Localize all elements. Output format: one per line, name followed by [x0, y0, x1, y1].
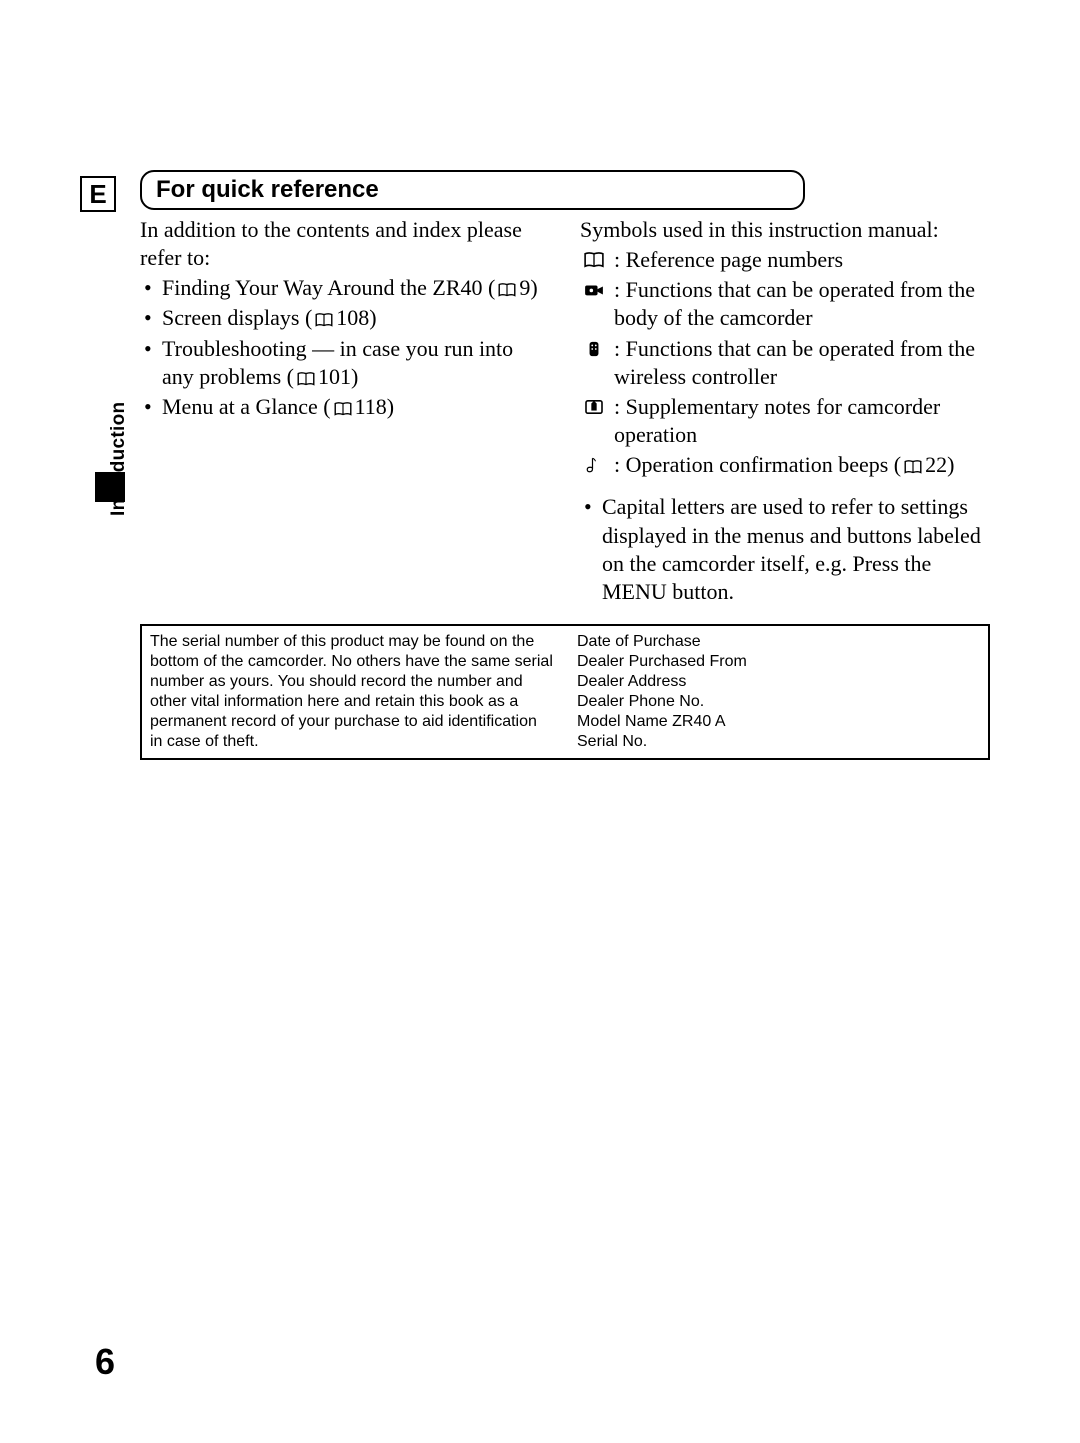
- book-icon: [314, 313, 334, 327]
- info-line: Model Name ZR40 A: [577, 712, 980, 732]
- info-line: Dealer Address: [577, 672, 980, 692]
- symbol-row: : Operation confirmation beeps (22): [580, 451, 990, 479]
- list-item: Troubleshooting — in case you run into a…: [162, 335, 550, 391]
- section-heading: For quick reference: [140, 170, 805, 210]
- info-line: Serial No.: [577, 732, 980, 752]
- section-side-label: Introduction: [108, 402, 130, 516]
- info-line: Date of Purchase: [577, 632, 980, 652]
- serial-info-text: The serial number of this product may be…: [142, 626, 565, 758]
- page-number: 6: [95, 1341, 115, 1383]
- purchase-record-fields: Date of Purchase Dealer Purchased From D…: [565, 626, 988, 758]
- list-item: Menu at a Glance (118): [162, 393, 550, 421]
- list-item: Finding Your Way Around the ZR40 (9): [162, 274, 550, 302]
- info-line: Dealer Purchased From: [577, 652, 980, 672]
- left-list: Finding Your Way Around the ZR40 (9) Scr…: [140, 274, 550, 421]
- note-icon: [580, 396, 608, 418]
- symbol-row: : Functions that can be operated from th…: [580, 335, 990, 391]
- book-icon: [333, 402, 353, 416]
- remote-icon: [580, 338, 608, 360]
- symbol-row: : Functions that can be operated from th…: [580, 276, 990, 332]
- book-icon: [580, 249, 608, 271]
- symbol-row: : Reference page numbers: [580, 246, 990, 274]
- content-columns: In addition to the contents and index pl…: [140, 216, 990, 606]
- camera-icon: [580, 279, 608, 301]
- serial-info-box: The serial number of this product may be…: [140, 624, 990, 760]
- list-item: Screen displays (108): [162, 304, 550, 332]
- book-icon: [903, 460, 923, 474]
- beep-icon: [580, 454, 608, 476]
- right-column: Symbols used in this instruction manual:…: [580, 216, 990, 606]
- right-note-list: Capital letters are used to refer to set…: [580, 493, 990, 606]
- manual-page: E For quick reference In addition to the…: [0, 0, 1080, 1443]
- symbol-row: : Supplementary notes for camcorder oper…: [580, 393, 990, 449]
- left-column: In addition to the contents and index pl…: [140, 216, 550, 606]
- info-line: Dealer Phone No.: [577, 692, 980, 712]
- right-note: Capital letters are used to refer to set…: [602, 493, 990, 606]
- language-box: E: [80, 176, 116, 212]
- right-intro-text: Symbols used in this instruction manual:: [580, 216, 990, 244]
- book-icon: [497, 283, 517, 297]
- left-intro-text: In addition to the contents and index pl…: [140, 216, 550, 272]
- book-icon: [296, 372, 316, 386]
